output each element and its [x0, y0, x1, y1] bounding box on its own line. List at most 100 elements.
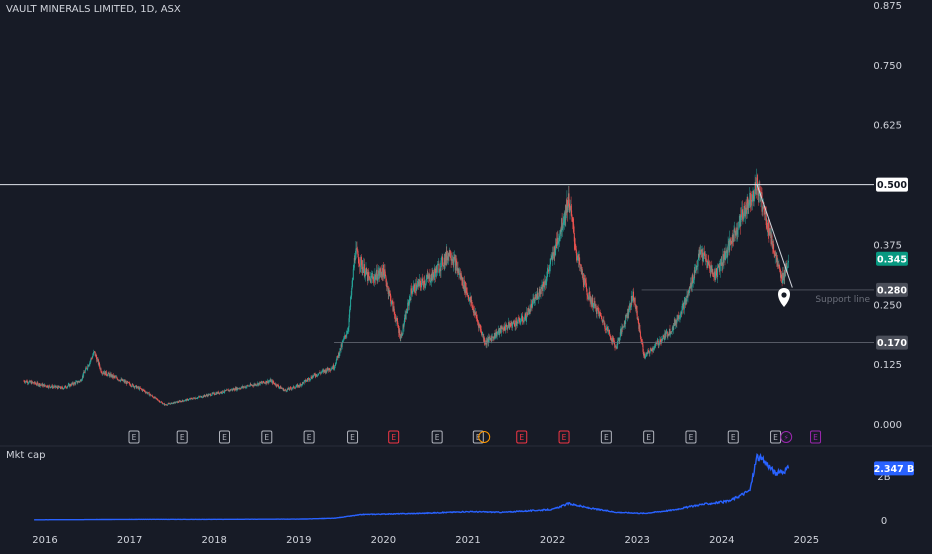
candle-body	[334, 365, 336, 369]
candle-body	[502, 328, 504, 330]
candle-body	[742, 213, 744, 219]
candle-body	[518, 317, 520, 322]
event-marker[interactable]: E	[558, 430, 570, 444]
event-marker[interactable]: E	[431, 430, 443, 444]
x-tick-label: 2025	[794, 535, 819, 546]
event-marker[interactable]: E	[600, 430, 612, 444]
candle-body	[710, 268, 712, 272]
candle-body	[136, 387, 138, 389]
candle-body	[416, 284, 418, 289]
candle-body	[497, 332, 499, 333]
candle-body	[73, 382, 75, 385]
candle-body	[151, 395, 153, 397]
candle-body	[478, 324, 480, 328]
candle-body	[432, 270, 434, 280]
candle-body	[600, 313, 602, 316]
candle-body	[124, 381, 126, 383]
candle-body	[707, 261, 708, 268]
price-badge	[876, 335, 908, 350]
event-marker[interactable]: E	[810, 430, 822, 444]
candle-body	[731, 243, 733, 244]
candle-body	[343, 338, 345, 341]
candle-body	[223, 392, 225, 393]
candle-body	[581, 269, 583, 276]
candle-body	[271, 380, 273, 382]
candle-body	[37, 383, 39, 386]
candle-body	[237, 388, 238, 390]
candle-body	[713, 276, 715, 277]
candle-body	[392, 306, 394, 311]
candle-body	[783, 275, 785, 281]
candle-body	[599, 312, 601, 314]
event-marker[interactable]: E	[347, 430, 359, 444]
event-marker[interactable]: E	[388, 430, 400, 444]
candle-body	[753, 190, 754, 201]
event-marker[interactable]: E	[303, 430, 315, 444]
trend-line[interactable]	[756, 184, 793, 288]
candle-body	[695, 266, 697, 270]
candle-body	[658, 344, 660, 346]
candle-body	[663, 335, 665, 337]
candle-body	[440, 260, 442, 271]
split-event-marker[interactable]	[478, 431, 491, 443]
candle-body	[598, 310, 600, 312]
candle-body	[269, 379, 271, 382]
event-marker[interactable]: E	[218, 430, 230, 444]
candle-body	[416, 288, 418, 291]
candle-body	[660, 339, 661, 343]
candle-body	[444, 257, 446, 265]
candle-body	[104, 371, 106, 375]
candle-body	[737, 230, 739, 235]
candle-body	[280, 386, 282, 389]
candle-body	[322, 370, 324, 371]
event-marker[interactable]: E	[727, 430, 739, 444]
candle-body	[655, 342, 657, 344]
candle-body	[401, 334, 403, 336]
candle-body	[382, 265, 384, 277]
candle-body	[57, 386, 59, 389]
candle-body	[509, 324, 511, 328]
candle-body	[723, 259, 725, 263]
event-marker[interactable]: ⚡	[780, 431, 793, 443]
candle-body	[285, 389, 287, 391]
event-marker[interactable]: E	[685, 430, 697, 444]
candle-body	[379, 273, 381, 276]
candle-body	[694, 270, 696, 273]
candle-body	[710, 266, 712, 269]
candle-body	[700, 250, 702, 255]
candle-body	[451, 259, 453, 261]
candle-body	[136, 385, 137, 389]
candle-body	[530, 303, 532, 305]
candle-body	[732, 234, 734, 242]
event-marker[interactable]: E	[128, 430, 140, 444]
candle-body	[239, 388, 241, 389]
candle-body	[206, 395, 208, 397]
candle-body	[532, 300, 533, 308]
candle-body	[412, 290, 414, 292]
candle-body	[162, 403, 164, 405]
mktcap-badge	[874, 461, 914, 476]
event-marker-glyph: E	[646, 433, 651, 442]
candle-body	[786, 267, 788, 268]
candle-body	[466, 292, 468, 294]
candle-body	[480, 328, 482, 330]
event-marker[interactable]: E	[516, 430, 528, 444]
event-marker[interactable]: E	[261, 430, 273, 444]
candle-body	[725, 251, 727, 253]
candle-body	[576, 255, 578, 261]
candle-body	[139, 387, 141, 389]
candle-body	[175, 401, 177, 403]
candle-body	[427, 276, 429, 279]
candle-body	[609, 335, 611, 337]
candle-body	[596, 308, 598, 314]
candle-body	[670, 331, 672, 334]
event-marker[interactable]: E	[176, 430, 188, 444]
event-marker[interactable]: E	[643, 430, 655, 444]
candle-body	[593, 303, 595, 308]
candle-body	[233, 388, 235, 391]
candle-body	[395, 319, 397, 322]
event-marker[interactable]: E	[770, 430, 782, 444]
location-pin-icon[interactable]	[778, 288, 790, 307]
candle-body	[157, 399, 159, 401]
